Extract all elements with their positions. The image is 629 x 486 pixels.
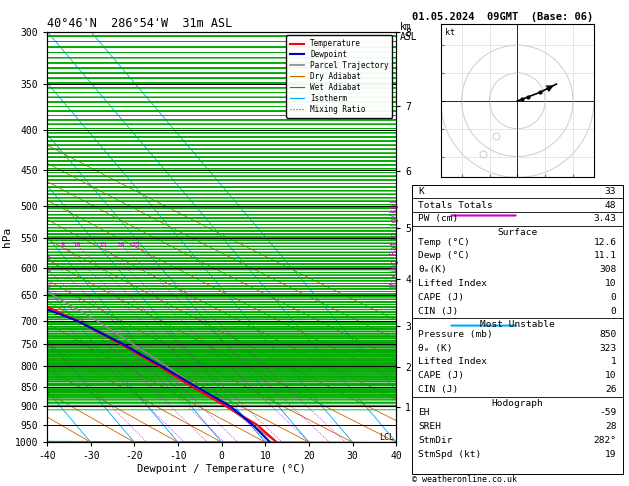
Text: 8: 8 xyxy=(60,242,65,248)
Text: StmDir: StmDir xyxy=(418,436,453,445)
Text: 48: 48 xyxy=(605,201,616,209)
Text: 282°: 282° xyxy=(593,436,616,445)
Text: Lifted Index: Lifted Index xyxy=(418,279,487,288)
Text: 12.6: 12.6 xyxy=(593,238,616,247)
Text: CIN (J): CIN (J) xyxy=(418,307,459,315)
Text: PW (cm): PW (cm) xyxy=(418,214,459,223)
Text: 10: 10 xyxy=(605,279,616,288)
Text: θₑ (K): θₑ (K) xyxy=(418,344,453,353)
Text: © weatheronline.co.uk: © weatheronline.co.uk xyxy=(412,474,517,484)
Text: Lifted Index: Lifted Index xyxy=(418,358,487,366)
Text: CAPE (J): CAPE (J) xyxy=(418,371,464,380)
Text: Dewp (°C): Dewp (°C) xyxy=(418,251,470,260)
Text: StmSpd (kt): StmSpd (kt) xyxy=(418,450,482,459)
Text: kt: kt xyxy=(445,29,455,37)
Text: 2: 2 xyxy=(48,307,52,312)
Text: -59: -59 xyxy=(599,408,616,417)
Text: 0: 0 xyxy=(611,307,616,315)
Text: 3.43: 3.43 xyxy=(593,214,616,223)
Text: 4: 4 xyxy=(47,268,51,274)
Text: Surface: Surface xyxy=(498,228,537,237)
X-axis label: Dewpoint / Temperature (°C): Dewpoint / Temperature (°C) xyxy=(137,464,306,474)
Text: CAPE (J): CAPE (J) xyxy=(418,293,464,302)
Text: 10: 10 xyxy=(605,371,616,380)
Text: 1: 1 xyxy=(47,341,51,347)
Y-axis label: hPa: hPa xyxy=(2,227,12,247)
Text: Temp (°C): Temp (°C) xyxy=(418,238,470,247)
Text: LCL: LCL xyxy=(379,434,394,442)
Text: Most Unstable: Most Unstable xyxy=(480,320,555,330)
Text: 20: 20 xyxy=(116,242,125,248)
Text: 308: 308 xyxy=(599,265,616,274)
Text: Mixing Ratio (g/kg): Mixing Ratio (g/kg) xyxy=(390,199,399,287)
Text: 40°46'N  286°54'W  31m ASL: 40°46'N 286°54'W 31m ASL xyxy=(47,17,233,31)
Text: Hodograph: Hodograph xyxy=(491,399,543,408)
Text: 01.05.2024  09GMT  (Base: 06): 01.05.2024 09GMT (Base: 06) xyxy=(412,12,593,22)
Text: 323: 323 xyxy=(599,344,616,353)
Text: 19: 19 xyxy=(605,450,616,459)
Text: 33: 33 xyxy=(605,187,616,196)
Text: SREH: SREH xyxy=(418,422,442,431)
Text: 15: 15 xyxy=(97,242,106,248)
Text: 28: 28 xyxy=(605,422,616,431)
Text: K: K xyxy=(418,187,424,196)
Text: EH: EH xyxy=(418,408,430,417)
Text: 3: 3 xyxy=(47,283,50,289)
Text: 850: 850 xyxy=(599,330,616,339)
Text: 10: 10 xyxy=(72,242,81,248)
Text: ASL: ASL xyxy=(399,32,417,42)
Text: Pressure (mb): Pressure (mb) xyxy=(418,330,493,339)
Text: θₑ(K): θₑ(K) xyxy=(418,265,447,274)
Legend: Temperature, Dewpoint, Parcel Trajectory, Dry Adiabat, Wet Adiabat, Isotherm, Mi: Temperature, Dewpoint, Parcel Trajectory… xyxy=(286,35,392,118)
Text: 25: 25 xyxy=(131,242,140,248)
Text: Totals Totals: Totals Totals xyxy=(418,201,493,209)
Text: 1: 1 xyxy=(611,358,616,366)
Text: 26: 26 xyxy=(605,385,616,394)
Text: 5: 5 xyxy=(47,255,51,261)
Text: 0: 0 xyxy=(611,293,616,302)
Text: 11.1: 11.1 xyxy=(593,251,616,260)
Text: CIN (J): CIN (J) xyxy=(418,385,459,394)
Text: km: km xyxy=(399,22,411,32)
